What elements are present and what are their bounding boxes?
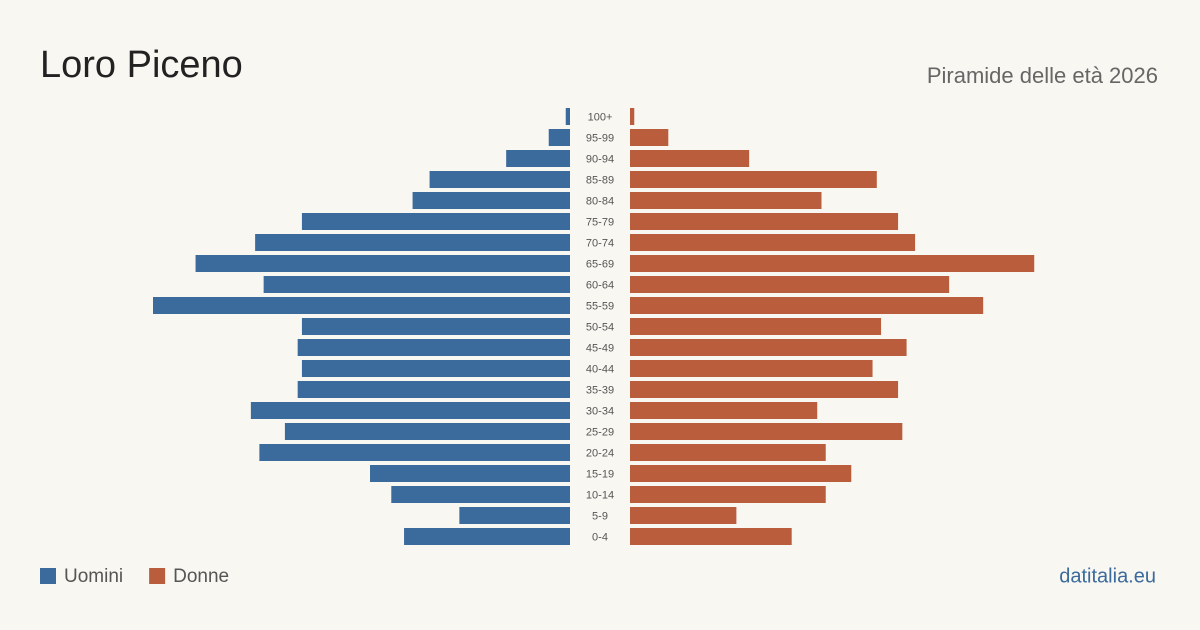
bar-female [630, 108, 635, 125]
bar-male [255, 234, 571, 251]
age-label: 15-19 [586, 468, 614, 480]
bar-female [630, 318, 882, 335]
legend-label: Uomini [64, 566, 123, 587]
legend-label: Donne [173, 566, 229, 587]
age-label: 5-9 [592, 510, 608, 522]
bar-female [630, 381, 899, 398]
age-label: 85-89 [586, 174, 614, 186]
bar-male [250, 402, 570, 419]
bar-male [404, 528, 570, 545]
age-label: 0-4 [592, 531, 608, 543]
bar-female [630, 507, 737, 524]
bar-male [370, 465, 570, 482]
chart-title: Loro Piceno [40, 44, 243, 86]
bar-female [630, 486, 826, 503]
bar-female [630, 150, 750, 167]
age-label: 25-29 [586, 426, 614, 438]
bar-female [630, 528, 792, 545]
bar-female [630, 129, 669, 146]
bar-male [263, 276, 570, 293]
bar-female [630, 465, 852, 482]
bar-female [630, 339, 907, 356]
bar-female [630, 234, 916, 251]
age-label: 55-59 [586, 300, 614, 312]
legend-swatch [40, 568, 56, 584]
bar-female [630, 297, 984, 314]
age-label: 80-84 [586, 195, 614, 207]
bar-male [301, 360, 570, 377]
age-label: 95-99 [586, 132, 614, 144]
bar-male [391, 486, 570, 503]
bar-female [630, 192, 822, 209]
bar-male [459, 507, 570, 524]
bar-female [630, 276, 950, 293]
bar-male [297, 381, 570, 398]
bar-female [630, 360, 873, 377]
age-label: 65-69 [586, 258, 614, 270]
bar-male [259, 444, 570, 461]
age-label: 30-34 [586, 405, 614, 417]
age-label: 40-44 [586, 363, 614, 375]
bar-male [506, 150, 570, 167]
age-label: 50-54 [586, 321, 614, 333]
bar-male [301, 213, 570, 230]
age-label: 100+ [588, 111, 613, 123]
legend-swatch [149, 568, 166, 584]
bar-male [297, 339, 570, 356]
age-label: 90-94 [586, 153, 614, 165]
bar-female [630, 255, 1035, 272]
bar-male [284, 423, 570, 440]
bar-male [548, 129, 570, 146]
chart-subtitle: Piramide delle età 2026 [927, 63, 1158, 88]
bar-female [630, 444, 826, 461]
age-label: 45-49 [586, 342, 614, 354]
age-label: 75-79 [586, 216, 614, 228]
bar-male [429, 171, 570, 188]
bar-male [565, 108, 570, 125]
bar-male [412, 192, 570, 209]
age-label: 70-74 [586, 237, 614, 249]
bar-female [630, 213, 899, 230]
source: datitalia.eu [1059, 565, 1156, 587]
bar-male [301, 318, 570, 335]
age-label: 20-24 [586, 447, 614, 459]
bar-female [630, 171, 877, 188]
bar-female [630, 402, 818, 419]
bar-female [630, 423, 903, 440]
bar-male [195, 255, 570, 272]
age-label: 35-39 [586, 384, 614, 396]
bar-male [153, 297, 570, 314]
age-label: 60-64 [586, 279, 614, 291]
age-label: 10-14 [586, 489, 614, 501]
